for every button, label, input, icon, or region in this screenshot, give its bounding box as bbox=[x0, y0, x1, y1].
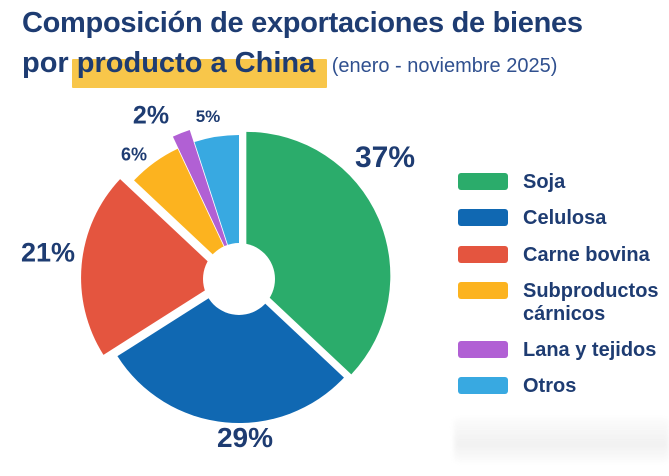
legend-swatch-carne-bovina bbox=[458, 245, 508, 263]
title-prefix: por bbox=[22, 46, 77, 79]
legend-label-lana: Lana y tejidos bbox=[523, 338, 657, 361]
legend-label-subproductos: Subproductos cárnicos bbox=[523, 280, 659, 325]
legend-swatch-soja bbox=[458, 173, 508, 190]
pie-slice-subproductos-carnicos bbox=[134, 148, 239, 279]
pie-slice-carne-bovina bbox=[81, 179, 226, 355]
chart-title-line1: Composición de exportaciones de bienes bbox=[22, 7, 583, 39]
highlighted-phrase-text: producto a China bbox=[76, 46, 316, 79]
legend-label-otros: Otros bbox=[523, 375, 577, 398]
pct-label-subproductos: 6% bbox=[120, 144, 148, 165]
legend-swatch-lana bbox=[458, 340, 508, 358]
legend-swatch-celulosa bbox=[458, 209, 508, 227]
legend-item-soja: Soja bbox=[458, 171, 663, 193]
pie-slice-soja bbox=[246, 131, 391, 375]
pct-label-soja: 37% bbox=[354, 141, 416, 174]
legend-label-carne-bovina: Carne bovina bbox=[523, 243, 650, 266]
yellow-highlight-bar bbox=[71, 58, 328, 88]
pie-slice-otros bbox=[194, 135, 239, 279]
legend-item-lana: Lana y tejidos bbox=[458, 339, 663, 361]
pct-label-celulosa: 29% bbox=[216, 422, 274, 453]
legend-swatch-otros bbox=[458, 377, 508, 395]
legend-item-otros: Otros bbox=[458, 375, 663, 397]
legend-item-subproductos: Subproductos cárnicos bbox=[458, 280, 663, 325]
pct-label-carne-bovina: 21% bbox=[20, 237, 76, 268]
date-range-subtitle: (enero - noviembre 2025) bbox=[331, 54, 558, 77]
pct-label-otros: 5% bbox=[195, 107, 221, 126]
legend-swatch-subproductos bbox=[458, 282, 508, 300]
watermark-smudge bbox=[454, 418, 669, 462]
legend-item-celulosa: Celulosa bbox=[458, 207, 663, 229]
pie-slice-celulosa bbox=[117, 279, 344, 423]
pie-slice-lana-y-tejidos bbox=[172, 129, 235, 267]
chart-title-line2: por producto a China (enero - noviembre … bbox=[22, 46, 657, 88]
legend-label-celulosa: Celulosa bbox=[523, 207, 607, 230]
legend-label-soja: Soja bbox=[523, 171, 566, 193]
chart-header: Composición de exportaciones de bienes p… bbox=[22, 6, 657, 88]
legend-item-carne-bovina: Carne bovina bbox=[458, 244, 663, 266]
pct-label-lana: 2% bbox=[132, 101, 170, 130]
highlighted-phrase: producto a China bbox=[71, 46, 328, 88]
donut-hole bbox=[203, 243, 275, 315]
chart-legend: Soja Celulosa Carne bovina Subproductos … bbox=[458, 171, 663, 398]
